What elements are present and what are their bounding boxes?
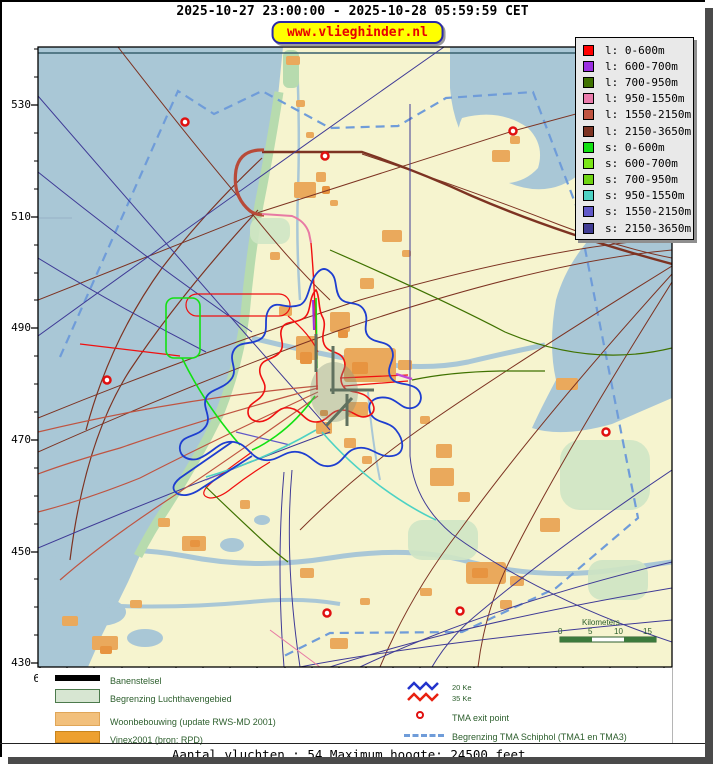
- luchthavengebied-swatch: [55, 689, 100, 703]
- urban-areas-vinex: [100, 186, 488, 654]
- altitude-legend-row: s: 600-700m: [583, 155, 693, 171]
- flight-tracks: [38, 47, 672, 667]
- vinex-swatch: [55, 731, 100, 743]
- legend-swatch: [583, 190, 594, 202]
- legend-swatch: [583, 109, 594, 121]
- ke20-contour: [179, 268, 422, 467]
- ke20-label: 20 Ke: [452, 683, 472, 692]
- altitude-legend-row: l: 0-600m: [583, 42, 693, 58]
- legend-swatch: [583, 44, 594, 56]
- altitude-legend-row: s: 2150-3650m: [583, 220, 693, 236]
- legend-swatch: [583, 60, 594, 72]
- legend-swatch: [583, 157, 594, 169]
- scale-bar-title: Kilometers: [582, 618, 620, 627]
- scale-bar: Kilometers 0 5 10 15: [558, 618, 657, 643]
- woonbebouwing-swatch: [55, 712, 100, 726]
- y-axis-label: 450: [11, 545, 31, 558]
- ke20-icon: [407, 681, 439, 691]
- tma-exit-label: TMA exit point: [452, 713, 510, 723]
- legend-swatch: [583, 174, 594, 186]
- svg-text:15: 15: [643, 627, 652, 636]
- legend-swatch: [583, 125, 594, 137]
- altitude-legend-row: l: 950-1550m: [583, 91, 693, 107]
- altitude-legend-row: l: 600-700m: [583, 58, 693, 74]
- ke35-contour: [247, 288, 375, 423]
- noise-contours: [172, 268, 422, 497]
- y-axis-label: 510: [11, 210, 31, 223]
- y-axis-label: 490: [11, 321, 31, 334]
- altitude-legend-row: s: 0-600m: [583, 139, 693, 155]
- vinex-label: Vinex2001 (bron: RPD): [110, 735, 203, 745]
- ke-contour-icons: [407, 681, 439, 702]
- map-canvas: Kilometers 0 5 10 15: [31, 46, 673, 674]
- svg-text:5: 5: [588, 627, 593, 636]
- y-axis-label: 530: [11, 98, 31, 111]
- tma-boundary-label: Begrenzing TMA Schiphol (TMA1 en TMA3): [452, 732, 627, 742]
- altitude-legend-row: l: 1550-2150m: [583, 107, 693, 123]
- tma-exit-icon: [416, 711, 424, 719]
- urban-areas: [62, 56, 578, 650]
- map-image: Kilometers 0 5 10 15: [38, 47, 672, 667]
- y-axis-label: 470: [11, 433, 31, 446]
- svg-text:10: 10: [614, 627, 623, 636]
- altitude-legend: l: 0-600m l: 600-700m l: 700-950m l: 950…: [575, 37, 694, 241]
- legend-swatch: [583, 222, 594, 234]
- altitude-legend-row: s: 950-1550m: [583, 188, 693, 204]
- map-legend: Banenstelsel Begrenzing Luchthavengebied…: [38, 668, 673, 745]
- banenstelsel-swatch: [55, 675, 100, 681]
- legend-swatch: [583, 93, 594, 105]
- holding-hook-track: [233, 148, 265, 217]
- svg-text:0: 0: [558, 627, 563, 636]
- tma-boundary-icon: [404, 734, 444, 737]
- page-shadow-bottom: [8, 757, 705, 764]
- status-separator: [0, 743, 705, 744]
- tma-boundary-line: [58, 89, 640, 658]
- page-title: 2025-10-27 23:00:00 - 2025-10-28 05:59:5…: [176, 4, 529, 19]
- ke35-label: 35 Ke: [452, 694, 472, 703]
- altitude-legend-row: l: 2150-3650m: [583, 123, 693, 139]
- tma-exit-markers: [102, 117, 611, 618]
- legend-swatch: [583, 141, 594, 153]
- banenstelsel-label: Banenstelsel: [110, 676, 162, 686]
- ke35-icon: [407, 692, 439, 702]
- legend-swatch: [583, 206, 594, 218]
- altitude-legend-row: s: 700-950m: [583, 172, 693, 188]
- y-axis-label: 430: [11, 656, 31, 669]
- woonbebouwing-label: Woonbebouwing (update RWS-MD 2001): [110, 717, 276, 727]
- altitude-legend-row: s: 1550-2150m: [583, 204, 693, 220]
- page-shadow-right: [705, 8, 713, 764]
- vlieghinder-link-button[interactable]: www.vlieghinder.nl: [271, 21, 444, 44]
- legend-swatch: [583, 76, 594, 88]
- altitude-legend-row: l: 700-950m: [583, 74, 693, 90]
- schiphol-runways: [310, 334, 374, 428]
- luchthavengebied-label: Begrenzing Luchthavengebied: [110, 694, 232, 704]
